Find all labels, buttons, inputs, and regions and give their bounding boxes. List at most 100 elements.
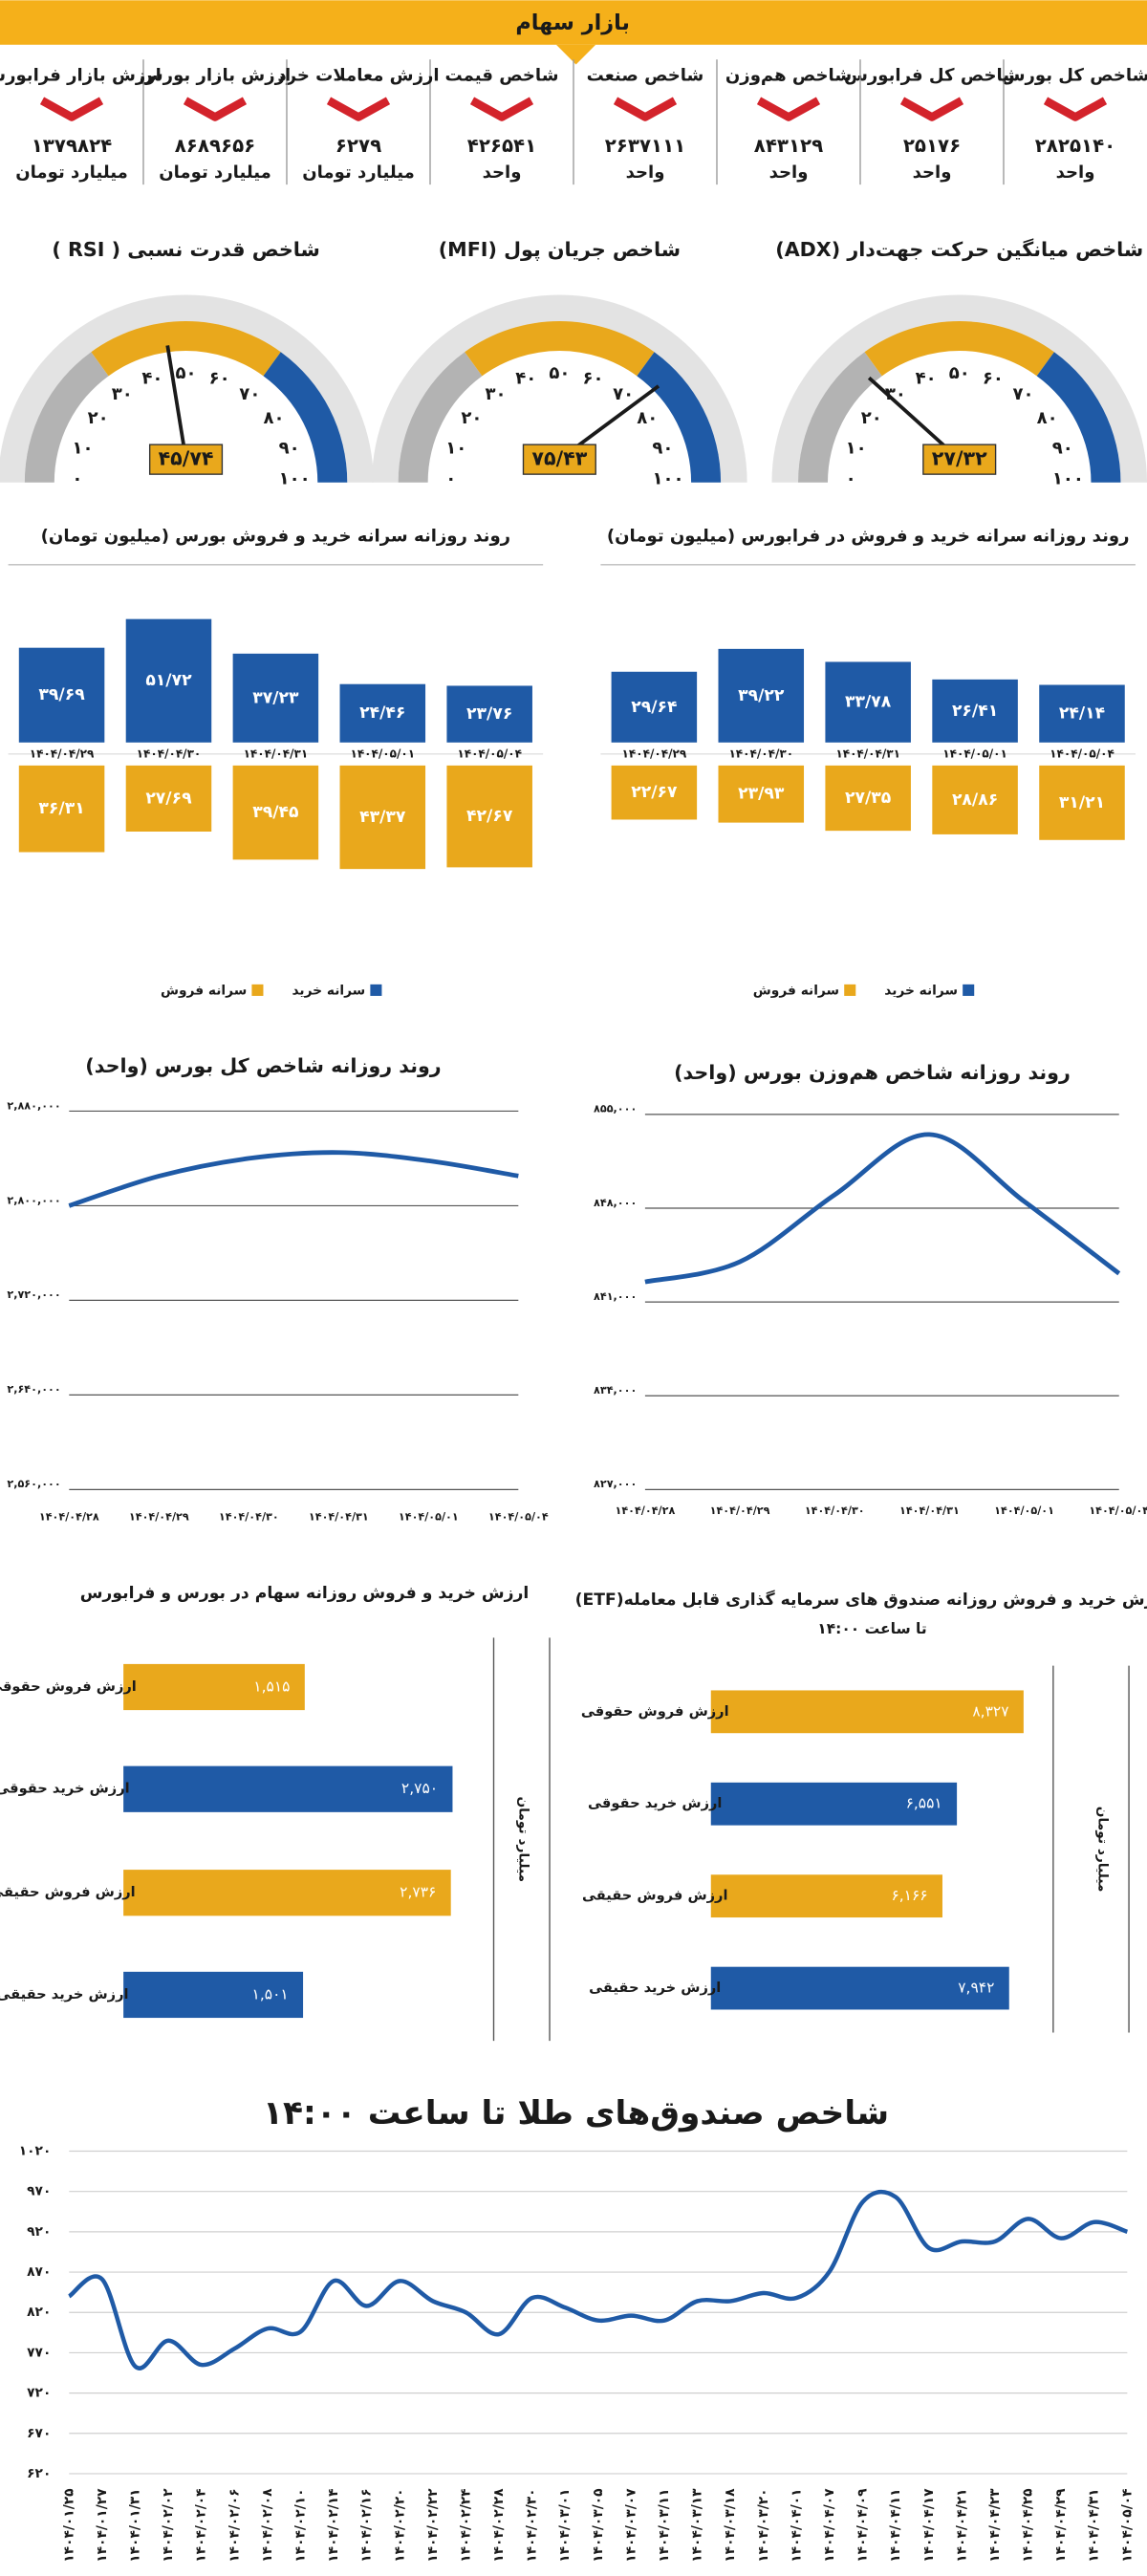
bar [446, 685, 532, 743]
gauge-tick-label: ۴۰ [515, 369, 536, 389]
index-unit: واحد [483, 162, 522, 183]
y-tick-label: ۸۲۷,۰۰۰ [594, 1478, 637, 1490]
index-label: شاخص صنعت [587, 65, 704, 85]
x-tick-label: ۱۴۰۴/۰۴/۱۱ [888, 2488, 903, 2562]
gauge-tick-label: ۲۰ [88, 408, 109, 428]
y-tick-label: ۲,۷۲۰,۰۰۰ [7, 1288, 60, 1301]
bar-value-label: ۲۷/۶۹ [145, 789, 192, 808]
gauge-band [465, 321, 655, 377]
index-unit: میلیارد تومان [302, 162, 415, 183]
x-tick-label: ۱۴۰۴/۰۳/۰۷ [623, 2488, 638, 2563]
y-tick-label: ۲,۵۶۰,۰۰۰ [7, 1478, 60, 1490]
x-tick-label: ۱۴۰۴/۰۴/۲۵ [1021, 2488, 1036, 2562]
bar-value-label: ۲۳/۷۶ [466, 704, 512, 724]
index-value: ۶۲۷۹ [335, 135, 381, 157]
y-tick-label: ۶۷۰ [27, 2426, 51, 2441]
x-tick-label: ۱۴۰۴/۰۲/۱۶ [359, 2488, 375, 2562]
bar [710, 1782, 958, 1826]
x-tick-label: ۱۴۰۴/۰۱/۲۷ [95, 2488, 110, 2563]
index-chevron [39, 97, 104, 121]
gauge-tick-label: ۷۰ [239, 384, 260, 404]
bar-value-label: ۶,۵۵۱ [906, 1795, 942, 1812]
gauge-tick-label: ۸۰ [1037, 408, 1058, 428]
bar [123, 1870, 451, 1916]
axis-label: میلیارد تومان [515, 1796, 530, 1882]
bar [611, 671, 698, 743]
bar-value-label: ۳۹/۶۹ [38, 685, 85, 704]
bar [18, 647, 105, 743]
category-label: ارزش خرید حقوقی [588, 1795, 722, 1811]
y-tick-label: ۶۲۰ [27, 2466, 51, 2481]
gauge-tick-label: ۱۰ [846, 439, 867, 459]
bar [825, 661, 911, 743]
bar [1039, 765, 1125, 840]
category-label: ارزش فروش حقوقی [0, 1678, 137, 1695]
x-tick-label: ۱۴۰۴/۰۳/۰۵ [591, 2488, 606, 2562]
x-tick-label: ۱۴۰۴/۰۲/۳۰ [525, 2488, 540, 2562]
x-tick-label: ۱۴۰۴/۰۵/۰۴ [1050, 747, 1115, 760]
x-tick-label: ۱۴۰۴/۰۵/۰۱ [994, 1504, 1054, 1517]
gauge-rim [771, 294, 1147, 483]
index-chevron [183, 97, 248, 121]
y-tick-label: ۸۴۱,۰۰۰ [594, 1290, 637, 1303]
bar [339, 683, 426, 743]
bar [446, 765, 532, 868]
gauge-tick-label: ۶۰ [983, 369, 1004, 389]
bar [1039, 684, 1125, 743]
gauge-tick-label: ۴۰ [141, 369, 162, 389]
index-label: ارزش بازار بورس [140, 65, 291, 85]
index-label: ارزش بازار فرابورس [0, 65, 162, 85]
category-label: ارزش فروش حقیقی [582, 1888, 728, 1904]
gauge-title: شاخص جریان پول (MFI) [439, 238, 681, 261]
gauge-band [864, 321, 1054, 377]
legend-swatch [963, 984, 975, 996]
index-unit: واحد [626, 162, 665, 183]
x-tick-label: ۱۴۰۴/۰۴/۳۰ [219, 1511, 279, 1524]
index-value: ۲۶۳۷۱۱۱ [605, 135, 686, 157]
x-tick-label: ۱۴۰۴/۰۳/۱۸ [723, 2488, 738, 2563]
gauge-band [24, 352, 109, 483]
header-pointer [555, 44, 596, 65]
bar-value-label: ۲۶/۴۱ [952, 702, 998, 721]
x-tick-label: ۱۴۰۴/۰۲/۰۲ [161, 2488, 176, 2563]
gauge-rim [372, 294, 747, 483]
bar-value-label: ۳۱/۲۱ [1059, 793, 1105, 812]
x-tick-label: ۱۴۰۴/۰۳/۱۳ [690, 2488, 705, 2563]
x-tick-label: ۱۴۰۴/۰۴/۳۱ [309, 1511, 369, 1524]
y-tick-label: ۱۰۲۰ [19, 2144, 52, 2159]
gauge-title: شاخص میانگین حرکت جهت‌دار (ADX) [775, 238, 1143, 261]
y-tick-label: ۸۵۵,۰۰۰ [594, 1103, 637, 1115]
index-chevron [899, 97, 964, 121]
x-tick-label: ۱۴۰۴/۰۴/۳۱ [899, 1504, 960, 1517]
bar [123, 1663, 305, 1711]
y-tick-label: ۷۲۰ [27, 2386, 51, 2401]
x-tick-label: ۱۴۰۴/۰۲/۱۴ [326, 2488, 341, 2562]
chart-title: ارزش خرید و فروش روزانه صندوق های سرمایه… [575, 1590, 1147, 1610]
gauge-tick-label: ۱۰ [72, 439, 93, 459]
chart-title: شاخص صندوق‌های طلا تا ساعت ۱۴:۰۰ [263, 2094, 889, 2132]
gauge-tick-label: ۸۰ [637, 408, 658, 428]
index-chevron [1043, 97, 1108, 121]
y-tick-label: ۷۷۰ [27, 2345, 51, 2360]
y-tick-label: ۸۲۰ [27, 2305, 51, 2320]
header-band [0, 0, 1147, 45]
chart-title: روند روزانه شاخص هم‌وزن بورس (واحد) [674, 1061, 1071, 1084]
line [644, 1132, 1121, 1285]
gauge-tick-label: ۹۰ [652, 439, 673, 459]
x-tick-label: ۱۴۰۴/۰۲/۰۶ [227, 2488, 242, 2562]
index-value: ۸۶۸۹۶۵۶ [175, 135, 256, 157]
x-tick-label: ۱۴۰۴/۰۴/۲۱ [954, 2488, 969, 2562]
gauge-tick-label: ۵۰ [176, 363, 197, 383]
index-label: شاخص کل بورس [1002, 65, 1147, 85]
bar-value-label: ۲۳/۹۳ [738, 785, 785, 804]
x-tick-label: ۱۴۰۴/۰۲/۲۲ [425, 2488, 441, 2563]
legend-label: سرانه خرید [884, 984, 958, 999]
gauge-tick-label: ۱۰ [445, 439, 466, 459]
gauge-tick-label: ۸۰ [263, 408, 284, 428]
bar [710, 1690, 1024, 1734]
gauge-tick-label: ۰ [445, 468, 456, 488]
x-tick-label: ۱۴۰۴/۰۲/۲۸ [491, 2488, 507, 2563]
bar-value-label: ۱,۵۱۵ [253, 1678, 290, 1696]
bar [232, 765, 319, 860]
